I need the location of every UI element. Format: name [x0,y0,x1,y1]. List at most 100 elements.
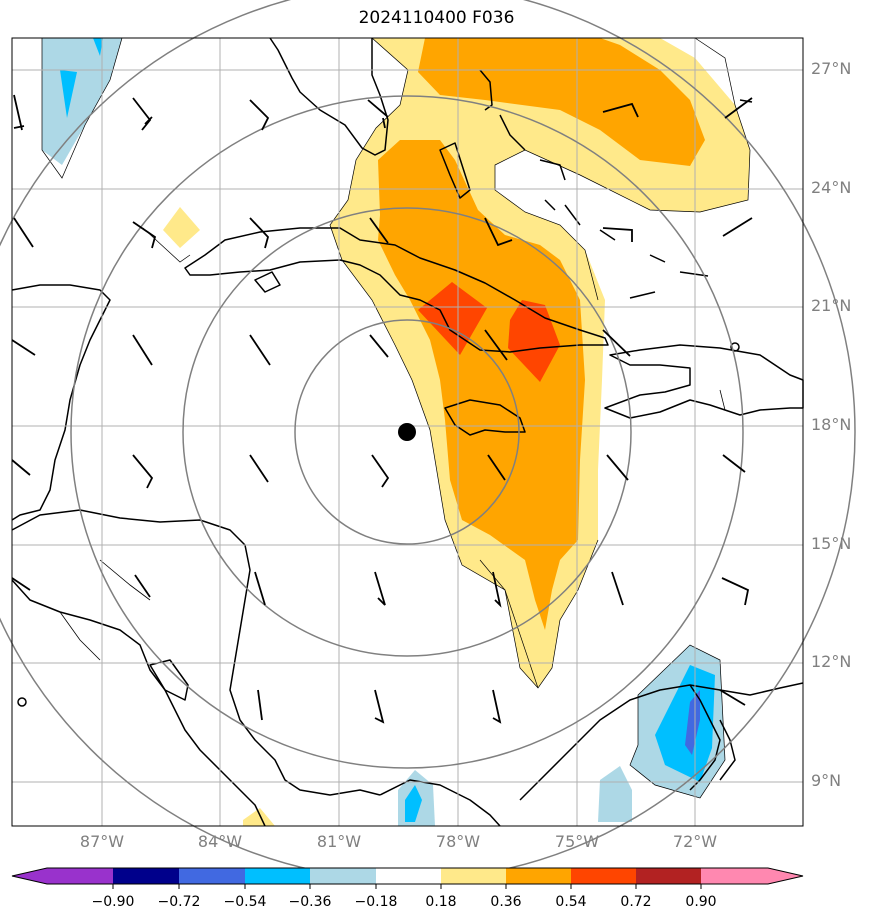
wind-barb [249,99,270,131]
colorbar-tick-label: −0.18 [354,894,398,910]
coast-hispaniola [604,344,804,419]
wind-barb [602,329,631,357]
lat-label: 15°N [811,534,852,553]
wind-barb [487,454,506,481]
colorbar-tick-label: 0.54 [555,894,587,910]
colorbar-bin [701,868,768,884]
wind-barb [13,94,25,131]
wind-barb [371,454,390,488]
colorbar-bin [113,868,179,884]
wind-barb [374,571,386,606]
wind-barb [367,99,389,129]
wind-barb [254,571,266,606]
lat-label: 12°N [811,652,852,671]
wind-barb [249,334,271,366]
wind-barb [719,689,746,706]
map-frame [11,37,804,827]
lon-label: 75°W [554,832,600,851]
lat-label: 21°N [811,296,852,315]
wind-barb [484,329,508,361]
wind-barb [11,577,31,591]
wind-barb [724,97,753,119]
colorbar-bin [636,868,701,884]
map-title: 2024110400 F036 [358,8,515,28]
wind-barb [134,574,151,598]
wind-barb [602,227,633,242]
coast-isle-youth [254,271,281,293]
wind-barb [606,454,629,481]
contour-pos-036-main [378,140,585,630]
contour-neg-018-nw [42,38,122,165]
contour-neg-036-nw2 [93,38,103,56]
colorbar-tick-label: 0.90 [685,894,717,910]
colorbar-bin [179,868,245,884]
lon-label: 84°W [197,832,243,851]
wind-barb [484,217,513,247]
borders [59,389,726,661]
lon-label: 78°W [435,832,481,851]
colorbar-bin [310,868,376,884]
colorbar-bin [506,868,571,884]
wind-barb [492,689,502,724]
colorbar-tick-label: 0.36 [490,894,522,910]
colorbar-tick-label: 0.72 [620,894,652,910]
wind-barb [132,334,153,366]
wind-barb [132,221,157,249]
lat-label: 18°N [811,415,852,434]
wind-barb [722,454,746,473]
wind-barb [602,102,639,118]
wind-barb [611,571,624,606]
wind-barb [722,217,753,237]
coastlines [11,37,804,827]
colorbar-bin [376,868,441,884]
contour-pos-054-a [418,282,487,355]
colorbar [11,867,804,889]
coast-florida [269,37,389,156]
lon-label: 72°W [672,832,718,851]
wind-barb [257,689,263,721]
wind-barb [369,217,389,244]
contour-neg-054-se [685,690,700,755]
wind-barb [132,97,153,131]
wind-barbs [11,94,753,724]
colorbar-extend-min [12,868,47,884]
lat-label: 24°N [811,178,852,197]
colorbar-tick-label: −0.90 [91,894,135,910]
colorbar-tick-label: −0.54 [223,894,267,910]
colorbar-bin [441,868,506,884]
storm-center-marker [398,423,416,441]
lon-label: 81°W [316,832,362,851]
coast-jamaica [444,399,526,436]
coast-cuba [184,227,609,353]
colorbar-tick-label: −0.36 [288,894,332,910]
wind-barb [374,689,385,724]
contour-neg-036-nw [60,70,77,118]
lat-label: 27°N [811,59,852,78]
wind-barb [369,334,389,358]
wind-barb [721,577,750,606]
contour-outlines [41,37,751,799]
contour-neg-018-se2 [598,766,632,822]
wind-barb [492,571,502,608]
wind-barb [132,454,154,489]
wind-barb [249,217,270,249]
coast-lake-nicaragua [149,659,189,701]
contour-pos-054-b [508,300,560,382]
contour-neg-036-s [405,785,422,822]
colorbar-outline [11,867,804,885]
graticule [12,38,803,826]
wind-barb [11,339,36,356]
colorbar-bin [47,868,113,884]
colorbar-bin [245,868,310,884]
colorbar-tick-label: −0.72 [157,894,201,910]
lon-label: 87°W [79,832,125,851]
wind-barb [249,454,269,483]
colorbar-extend-max [768,868,803,884]
coast-central-america [11,284,111,521]
contour-pos-018-south [243,808,275,826]
lat-label: 9°N [811,771,842,790]
colorbar-tick-label: 0.18 [425,894,457,910]
wind-barb [13,217,34,248]
wind-barb [11,459,31,476]
